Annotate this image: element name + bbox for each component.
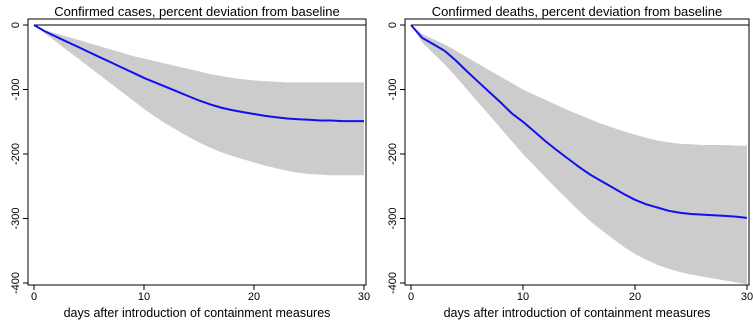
x-tick-label: 10: [138, 291, 150, 303]
confidence-band: [411, 25, 747, 285]
estimate-line: [33, 24, 364, 123]
x-tick-label: 10: [517, 291, 529, 303]
y-tick-label: -200: [10, 143, 22, 165]
x-tick-label: 30: [741, 291, 753, 303]
y-tick-label: 0: [10, 22, 22, 28]
y-tick-label: -100: [387, 78, 399, 100]
x-tick-label: 20: [248, 291, 260, 303]
x-tick-label: 30: [358, 291, 370, 303]
y-tick-label: -300: [387, 207, 399, 229]
x-tick-label: 0: [31, 291, 37, 303]
y-tick-label: -100: [10, 78, 22, 100]
x-tick-label: 20: [629, 291, 641, 303]
chart-title: Confirmed deaths, percent deviation from…: [432, 4, 723, 19]
y-tick-label: -200: [387, 143, 399, 165]
y-tick-label: -400: [10, 272, 22, 294]
deaths-panel: Confirmed deaths, percent deviation from…: [387, 4, 753, 320]
y-tick-label: 0: [387, 22, 399, 28]
estimate-line: [410, 24, 748, 219]
cases-panel: Confirmed cases, percent deviation from …: [10, 4, 370, 320]
x-axis-label: days after introduction of containment m…: [444, 306, 711, 320]
x-axis-label: days after introduction of containment m…: [64, 306, 331, 320]
chart-title: Confirmed cases, percent deviation from …: [54, 4, 339, 19]
y-tick-label: -300: [10, 207, 22, 229]
x-tick-label: 0: [408, 291, 414, 303]
y-tick-label: -400: [387, 272, 399, 294]
